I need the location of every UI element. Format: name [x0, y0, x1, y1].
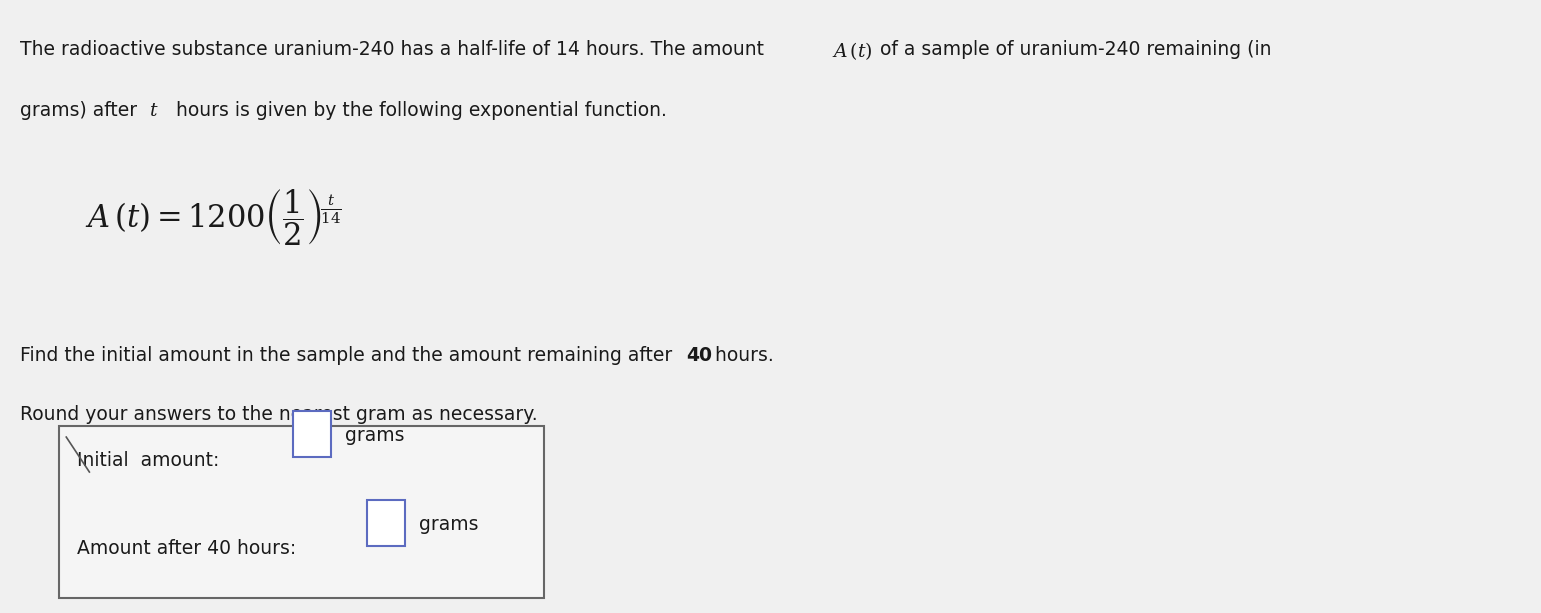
Text: $A\,(t) = 1200\left(\dfrac{1}{2}\right)^{\!\frac{t}{14}}$: $A\,(t) = 1200\left(\dfrac{1}{2}\right)^… [85, 188, 342, 248]
Text: grams: grams [419, 516, 479, 535]
Text: Amount after 40 hours:: Amount after 40 hours: [77, 539, 296, 558]
Text: 40: 40 [686, 346, 712, 365]
Text: Find the initial amount in the sample and the amount remaining after: Find the initial amount in the sample an… [20, 346, 678, 365]
Text: The radioactive substance uranium-240 has a half-life of 14 hours. The amount: The radioactive substance uranium-240 ha… [20, 40, 770, 59]
Text: Round your answers to the nearest gram as necessary.: Round your answers to the nearest gram a… [20, 405, 538, 424]
FancyBboxPatch shape [59, 426, 544, 598]
Text: hours is given by the following exponential function.: hours is given by the following exponent… [170, 101, 666, 120]
Text: $A\,(t)$: $A\,(t)$ [832, 40, 872, 62]
Text: of a sample of uranium-240 remaining (in: of a sample of uranium-240 remaining (in [874, 40, 1271, 59]
Text: Initial  amount:: Initial amount: [77, 451, 219, 470]
Text: grams: grams [345, 427, 405, 446]
FancyBboxPatch shape [293, 411, 331, 457]
Text: grams) after: grams) after [20, 101, 143, 120]
Text: $t$: $t$ [149, 101, 159, 120]
FancyBboxPatch shape [367, 500, 405, 546]
Text: hours.: hours. [709, 346, 774, 365]
